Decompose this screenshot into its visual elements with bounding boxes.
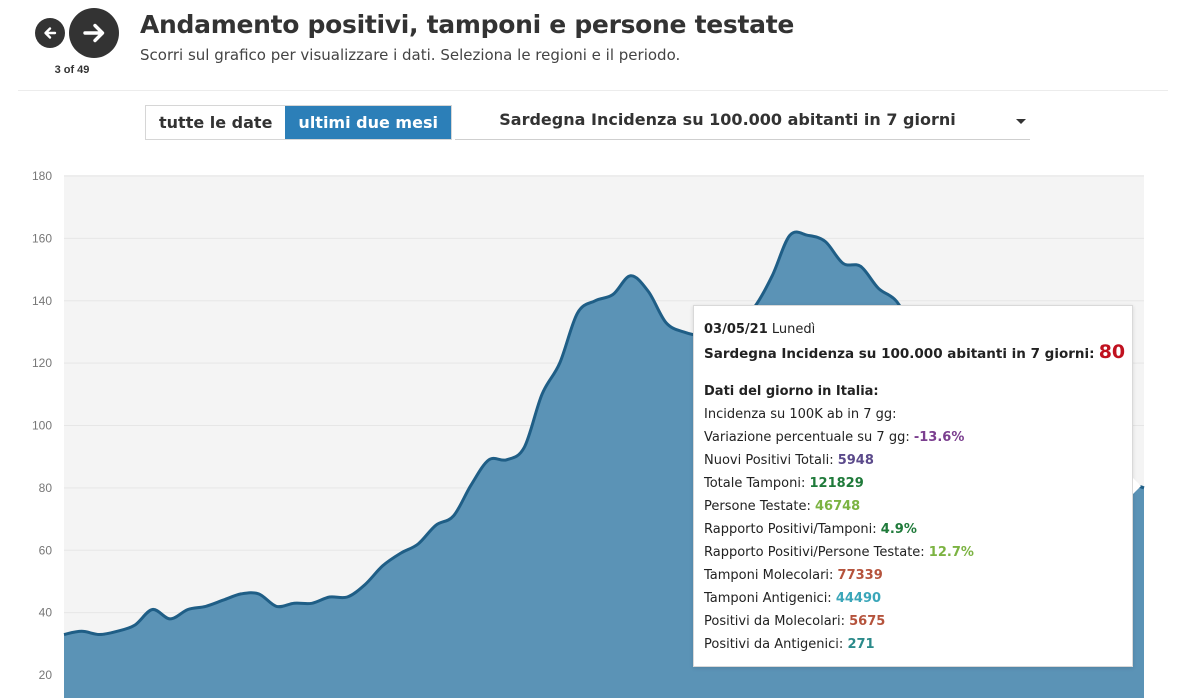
- y-tick-label: 40: [39, 606, 53, 620]
- tooltip-row-value: 77339: [837, 568, 883, 583]
- tooltip-row-label: Tamponi Molecolari:: [704, 568, 838, 583]
- page-title: Andamento positivi, tamponi e persone te…: [140, 10, 795, 39]
- tooltip-row: Variazione percentuale su 7 gg: -13.6%: [704, 426, 1132, 449]
- arrow-right-icon: [83, 23, 105, 43]
- next-button[interactable]: [69, 8, 119, 58]
- tooltip-pointer: [1133, 478, 1141, 494]
- prev-button[interactable]: [35, 18, 65, 48]
- tooltip-row-label: Rapporto Positivi/Tamponi:: [704, 522, 881, 537]
- tooltip-row-value: 121829: [809, 476, 864, 491]
- tooltip-row: Positivi da Antigenici: 271: [704, 633, 1132, 656]
- slide-counter: 3 of 49: [54, 64, 90, 76]
- range-two-months-button[interactable]: ultimi due mesi: [285, 106, 451, 139]
- region-select-value: Sardegna Incidenza su 100.000 abitanti i…: [499, 110, 956, 129]
- y-axis-ticks: 20 40 60 80 100 120 140 160 180: [32, 169, 52, 682]
- tooltip-row: Persone Testate: 46748: [704, 495, 1132, 518]
- tooltip-row-value: 271: [847, 637, 875, 652]
- tooltip-rows: Incidenza su 100K ab in 7 gg: Variazione…: [704, 403, 1132, 656]
- tooltip-row-value: 4.9%: [880, 522, 917, 537]
- tooltip-row: Tamponi Antigenici: 44490: [704, 587, 1132, 610]
- y-tick-label: 180: [32, 169, 52, 183]
- tooltip-row-value: 12.7%: [928, 545, 974, 560]
- tooltip-row-label: Nuovi Positivi Totali:: [704, 453, 838, 468]
- range-all-dates-button[interactable]: tutte le date: [146, 106, 286, 139]
- tooltip-row: Rapporto Positivi/Persone Testate: 12.7%: [704, 541, 1132, 564]
- y-tick-label: 20: [39, 668, 53, 682]
- tooltip-row: Totale Tamponi: 121829: [704, 472, 1132, 495]
- tooltip-row: Positivi da Molecolari: 5675: [704, 610, 1132, 633]
- tooltip-row-label: Positivi da Antigenici:: [704, 637, 848, 652]
- tooltip-row: Nuovi Positivi Totali: 5948: [704, 449, 1132, 472]
- tooltip-row-label: Variazione percentuale su 7 gg:: [704, 430, 914, 445]
- tooltip-date: 03/05/21: [704, 322, 768, 337]
- tooltip-row: Incidenza su 100K ab in 7 gg:: [704, 403, 1132, 426]
- tooltip-region-label: Sardegna Incidenza su 100.000 abitanti i…: [704, 346, 1095, 362]
- tooltip-section-title: Dati del giorno in Italia:: [704, 384, 879, 399]
- y-tick-label: 60: [39, 543, 53, 557]
- date-range-toggle: tutte le date ultimi due mesi: [145, 105, 452, 140]
- page-subtitle: Scorri sul grafico per visualizzare i da…: [140, 46, 681, 64]
- tooltip-row-label: Rapporto Positivi/Persone Testate:: [704, 545, 929, 560]
- y-tick-label: 120: [32, 356, 52, 370]
- tooltip-row-label: Positivi da Molecolari:: [704, 614, 850, 629]
- tooltip-row: Tamponi Molecolari: 77339: [704, 564, 1132, 587]
- tooltip-region-value: 80: [1098, 341, 1126, 363]
- tooltip-row-label: Tamponi Antigenici:: [704, 591, 836, 606]
- tooltip-row: Rapporto Positivi/Tamponi: 4.9%: [704, 518, 1132, 541]
- tooltip-region-line: Sardegna Incidenza su 100.000 abitanti i…: [704, 341, 1132, 364]
- tooltip-row-value: 44490: [835, 591, 882, 606]
- y-tick-label: 100: [32, 419, 52, 433]
- tooltip-row-value: 46748: [815, 499, 861, 514]
- tooltip-weekday: Lunedì: [771, 322, 816, 337]
- y-tick-label: 140: [32, 294, 52, 308]
- y-tick-label: 160: [32, 231, 52, 245]
- tooltip-row-label: Persone Testate:: [704, 499, 815, 514]
- tooltip-row-label: Incidenza su 100K ab in 7 gg:: [704, 407, 897, 422]
- tooltip-row-value: -13.6%: [913, 430, 965, 445]
- tooltip-row-label: Totale Tamponi:: [704, 476, 810, 491]
- caret-down-icon: [1016, 119, 1026, 124]
- data-tooltip: 03/05/21 Lunedì Sardegna Incidenza su 10…: [693, 305, 1133, 667]
- region-select[interactable]: Sardegna Incidenza su 100.000 abitanti i…: [455, 105, 1030, 140]
- arrow-left-icon: [44, 27, 57, 39]
- y-tick-label: 80: [39, 481, 53, 495]
- tooltip-date-line: 03/05/21 Lunedì: [704, 318, 1132, 341]
- header-divider: [18, 90, 1168, 91]
- tooltip-row-value: 5675: [849, 614, 886, 629]
- tooltip-row-value: 5948: [837, 453, 874, 468]
